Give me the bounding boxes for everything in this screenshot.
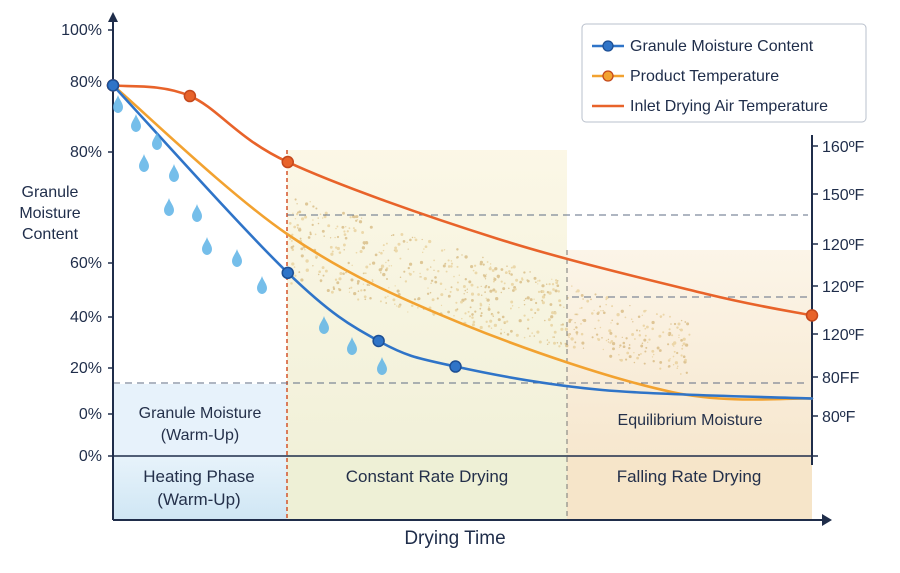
constant-rate-region <box>287 150 567 456</box>
legend-marker-granule-moisture-content <box>602 40 614 52</box>
chart-legend: Granule Moisture Content Product Temperat… <box>581 23 867 123</box>
y-right-tick-label: 80FF <box>822 370 860 387</box>
product-temperature-line <box>111 84 814 401</box>
warmup-region <box>113 384 287 456</box>
granule-moisture-content-point <box>106 79 120 92</box>
chart-background <box>113 150 812 520</box>
y-right-tick-label: 120ºF <box>822 279 865 296</box>
phase-band-constant <box>287 456 567 520</box>
y-tick-label: 100% <box>61 22 102 39</box>
water-drop-icon <box>139 154 149 172</box>
legend-label-granule-moisture-content: Granule Moisture Content <box>630 38 814 55</box>
y-tick-label: 60% <box>70 255 102 272</box>
phase-band-heating <box>113 456 287 520</box>
legend-label-inlet-drying-air-temperature: Inlet Drying Air Temperature <box>630 98 828 115</box>
phase-label-constant: Constant Rate Drying <box>346 467 509 486</box>
phase-band-falling <box>567 456 812 520</box>
y-axis-title: Granule Moisture Content <box>19 184 80 243</box>
inlet-drying-air-temperature-point <box>183 89 197 103</box>
water-drop-icon <box>319 316 329 334</box>
series-layer <box>106 79 819 401</box>
phase-label-heating: Heating Phase (Warm-Up) <box>143 467 255 509</box>
water-drop-icon <box>377 357 387 375</box>
water-drop-icon <box>131 114 141 132</box>
y-tick-label: 20% <box>70 360 102 377</box>
water-drop-icon <box>192 204 202 222</box>
x-axis-title: Drying Time <box>404 528 505 549</box>
y-right-tick-label: 150ºF <box>822 187 865 204</box>
inlet-drying-air-temperature-point <box>805 309 819 322</box>
granule-texture <box>288 198 691 375</box>
water-drop-icon <box>202 237 212 255</box>
falling-rate-region <box>567 250 812 456</box>
granule-moisture-content-point <box>449 360 462 373</box>
water-drop-icon <box>169 164 179 182</box>
water-drop-icon <box>347 337 357 355</box>
y-right-tick-label: 160ºF <box>822 139 865 156</box>
y-right-tick-label: 120ºF <box>822 237 865 254</box>
legend-label-product-temperature: Product Temperature <box>630 68 779 85</box>
water-drop-icon <box>164 198 174 216</box>
water-drop-icon <box>257 276 267 294</box>
phase-label-falling: Falling Rate Drying <box>617 467 762 486</box>
x-axis-arrow <box>822 514 832 526</box>
y-right-tick-label: 120ºF <box>822 327 865 344</box>
annotation-warmup: Granule Moisture (Warm-Up) <box>139 405 262 444</box>
guide-lines <box>113 150 808 520</box>
y-axis-arrow <box>108 12 118 22</box>
y-tick-label: 80% <box>70 144 102 161</box>
water-drop-icon <box>232 249 242 267</box>
y-tick-label: 80% <box>70 74 102 91</box>
y-tick-label: 0% <box>79 448 102 465</box>
legend-marker-product-temperature <box>602 70 614 82</box>
granule-moisture-content-point <box>372 334 385 348</box>
water-drop-icon <box>113 95 123 113</box>
axes <box>108 12 832 526</box>
granule-moisture-content-line <box>111 84 814 400</box>
legend-box <box>581 23 867 123</box>
inlet-drying-air-temperature-point <box>281 155 294 169</box>
granule-moisture-content-point <box>281 266 294 280</box>
chart-labels: 100% 80% 80% 60% 40% 20% 0% 0% 160ºF 150ºF 120ºF 12… <box>19 22 864 549</box>
y-right-tick-label: 80ºF <box>822 409 856 426</box>
y-tick-label: 40% <box>70 309 102 326</box>
annotation-equilibrium: Equilibrium Moisture <box>618 412 763 429</box>
y-tick-label: 0% <box>79 406 102 423</box>
water-drop-icon <box>152 132 162 150</box>
water-drops <box>113 95 387 375</box>
